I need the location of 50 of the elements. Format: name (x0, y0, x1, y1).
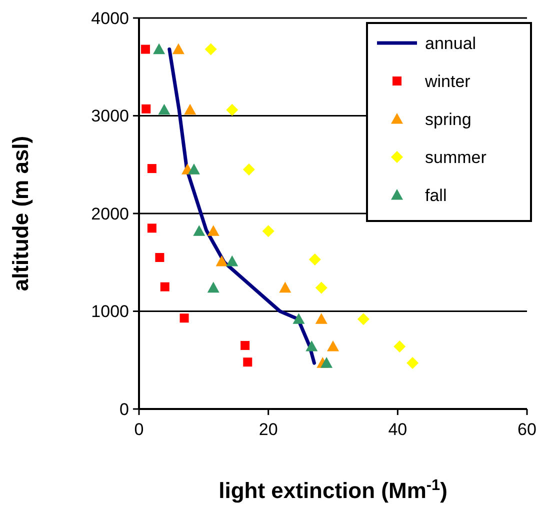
point (180, 314, 189, 323)
point (243, 358, 252, 367)
point (216, 255, 228, 266)
y-axis-title: altitude (m asl) (8, 136, 33, 292)
y-tick-label: 0 (120, 400, 129, 419)
point (226, 255, 238, 266)
point (327, 340, 339, 352)
point (320, 357, 333, 368)
point (147, 224, 156, 233)
point (207, 225, 220, 236)
legend-label: spring (425, 110, 472, 129)
point (188, 164, 200, 174)
legend-label: summer (425, 148, 487, 167)
point (140, 44, 150, 54)
legend-label: annual (425, 34, 476, 53)
point (262, 225, 274, 238)
point (207, 282, 220, 293)
y-tick-label: 1000 (91, 302, 129, 322)
point (160, 282, 170, 292)
x-tick-label: 20 (258, 420, 278, 439)
point (193, 225, 206, 236)
point (357, 313, 370, 326)
point (308, 253, 321, 266)
point (184, 104, 196, 115)
point (394, 340, 406, 352)
point (279, 282, 292, 293)
x-tick-label: 0 (134, 420, 144, 439)
y-tick-label: 2000 (91, 204, 129, 224)
legend-label: winter (424, 72, 471, 91)
point (153, 43, 166, 54)
point (158, 104, 170, 115)
y-tick-label: 4000 (91, 8, 129, 28)
point (242, 164, 255, 176)
point (204, 43, 217, 56)
point (142, 104, 151, 114)
point (306, 340, 318, 352)
y-tick-label: 3000 (91, 106, 129, 126)
point (147, 164, 156, 174)
point (226, 104, 238, 116)
x-tick-label: 60 (518, 420, 536, 439)
legend-label: fall (425, 186, 447, 205)
point (155, 252, 164, 262)
point (172, 43, 184, 54)
point (315, 282, 328, 294)
x-tick-label: 40 (388, 420, 408, 439)
point (292, 313, 305, 324)
point (315, 313, 328, 324)
point (406, 357, 419, 370)
point (240, 340, 250, 350)
x-axis-title: light extinction (Mm$^{-1}$) (218, 476, 448, 503)
